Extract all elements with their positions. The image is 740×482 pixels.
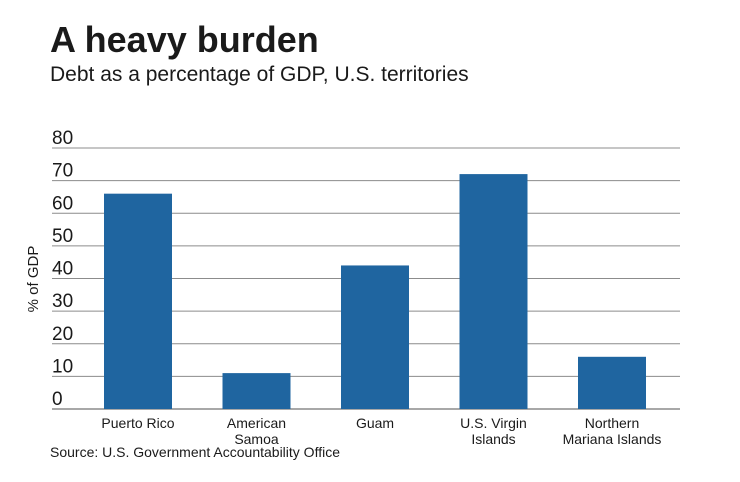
- category-label-line: Islands: [471, 431, 515, 447]
- bar: [341, 265, 409, 409]
- category-label: American Samoa: [227, 415, 286, 447]
- y-tick-label: 50: [52, 226, 73, 247]
- bar: [104, 193, 172, 409]
- y-axis-title: % of GDP: [25, 246, 42, 313]
- category-labels: Puerto Rico American Samoa Guam U.S. Virgin I…: [101, 415, 661, 447]
- bar: [578, 356, 646, 409]
- category-label: Puerto Rico: [101, 415, 174, 431]
- y-axis-ticks: 0 10 20 30 40 50 60 70 80: [52, 128, 73, 410]
- category-label-line: U.S. Virgin: [460, 415, 527, 431]
- bar: [222, 373, 291, 409]
- chart-title: A heavy burden: [50, 19, 319, 60]
- y-tick-label: 0: [52, 389, 63, 410]
- category-label-line: Puerto Rico: [101, 415, 174, 431]
- y-tick-label: 40: [52, 259, 73, 280]
- source-note: Source: U.S. Government Accountability O…: [50, 444, 340, 460]
- y-tick-label: 10: [52, 356, 73, 377]
- bars: [104, 174, 646, 409]
- bar: [459, 174, 528, 409]
- category-label: Northern Mariana Islands: [563, 415, 662, 447]
- category-label-line: American: [227, 415, 286, 431]
- y-tick-label: 60: [52, 193, 73, 214]
- y-tick-label: 20: [52, 324, 73, 345]
- category-label-line: Northern: [585, 415, 639, 431]
- category-label: U.S. Virgin Islands: [460, 415, 527, 447]
- y-tick-label: 70: [52, 161, 73, 182]
- category-label-line: Samoa: [234, 431, 279, 447]
- category-label-line: Mariana Islands: [563, 431, 662, 447]
- category-label-line: Guam: [356, 415, 394, 431]
- y-tick-label: 30: [52, 291, 73, 312]
- category-label: Guam: [356, 415, 394, 431]
- y-tick-label: 80: [52, 128, 73, 149]
- chart-subtitle: Debt as a percentage of GDP, U.S. territ…: [50, 63, 469, 86]
